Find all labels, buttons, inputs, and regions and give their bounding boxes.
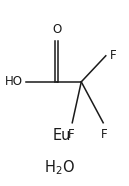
Text: F: F xyxy=(68,128,74,141)
Text: F: F xyxy=(110,49,116,62)
Text: HO: HO xyxy=(5,75,23,88)
Text: O: O xyxy=(52,23,61,36)
Text: Eu: Eu xyxy=(53,128,71,143)
Text: H$_2$O: H$_2$O xyxy=(44,158,75,177)
Text: F: F xyxy=(101,128,108,141)
